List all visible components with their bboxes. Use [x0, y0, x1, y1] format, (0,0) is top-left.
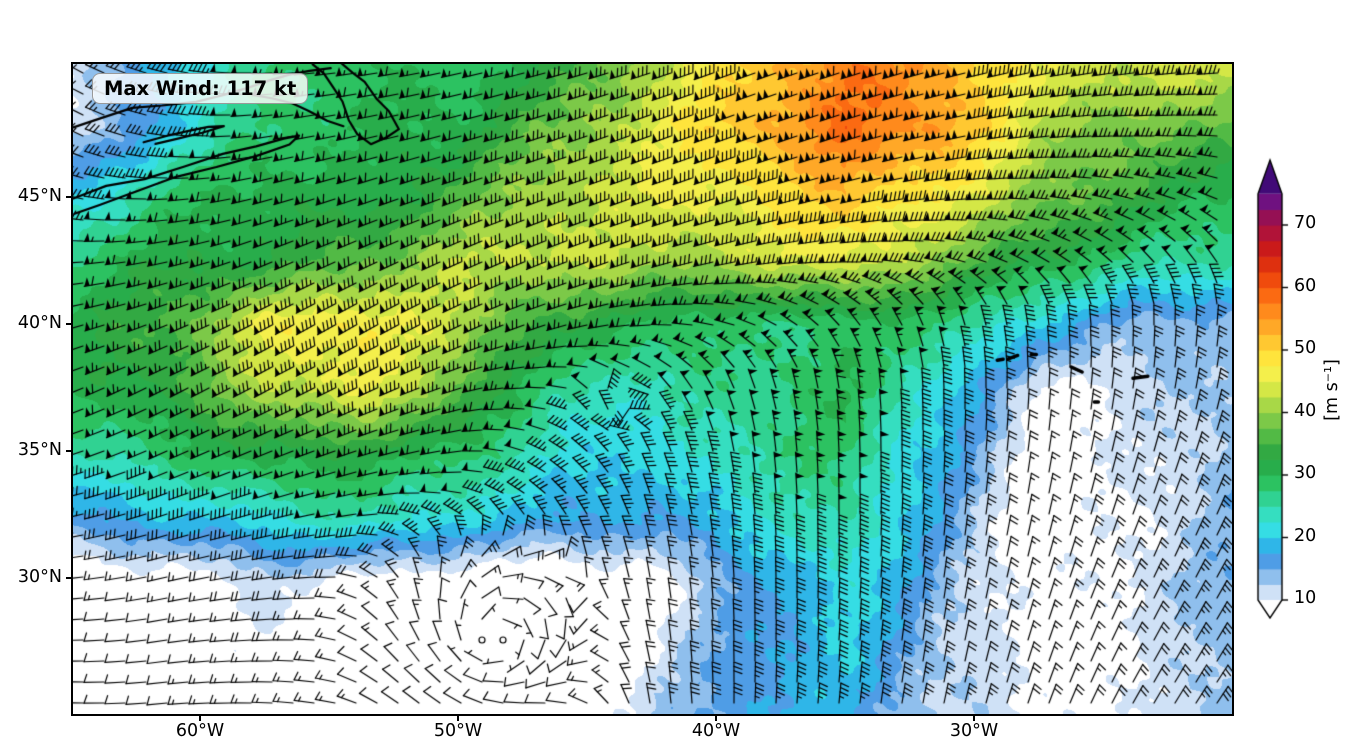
xtick-60w — [199, 714, 201, 721]
xtick-50w — [457, 714, 459, 721]
ytick-label-35n: 35°N — [17, 440, 62, 460]
xtick-30w — [973, 714, 975, 721]
ytick-label-45n: 45°N — [17, 186, 62, 206]
cbtick-label-20: 20 — [1294, 526, 1317, 546]
map-frame: Max Wind: 117 kt — [71, 62, 1234, 716]
cbtick-label-10: 10 — [1294, 588, 1317, 608]
xtick-label-30w: 30°W — [949, 721, 999, 741]
cbtick-label-60: 60 — [1294, 276, 1317, 296]
ytick-label-30n: 30°N — [17, 567, 62, 587]
xtick-label-50w: 50°W — [433, 721, 483, 741]
ytick-30n — [66, 577, 73, 579]
ytick-45n — [66, 196, 73, 198]
xtick-label-60w: 60°W — [175, 721, 225, 741]
wind-field-canvas — [73, 64, 1232, 714]
cbtick-label-30: 30 — [1294, 463, 1317, 483]
xtick-40w — [715, 714, 717, 721]
colorbar — [1253, 155, 1303, 635]
ytick-label-40n: 40°N — [17, 313, 62, 333]
ytick-35n — [66, 450, 73, 452]
cbtick-label-40: 40 — [1294, 401, 1317, 421]
cbtick-label-50: 50 — [1294, 338, 1317, 358]
colorbar-unit-label: [m s⁻¹] — [1322, 359, 1342, 421]
max-wind-badge: Max Wind: 117 kt — [92, 73, 309, 104]
cbtick-label-70: 70 — [1294, 213, 1317, 233]
xtick-label-40w: 40°W — [691, 721, 741, 741]
ytick-40n — [66, 323, 73, 325]
